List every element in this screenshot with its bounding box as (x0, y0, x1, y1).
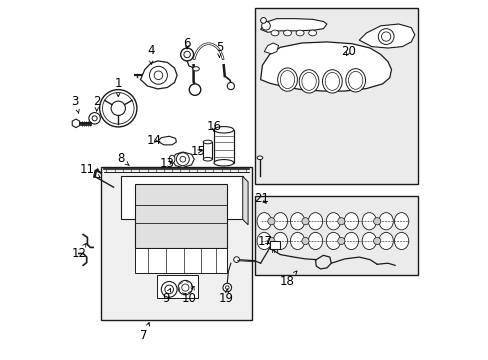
FancyBboxPatch shape (156, 275, 198, 298)
Polygon shape (72, 119, 80, 128)
Ellipse shape (362, 232, 376, 249)
Text: 6: 6 (183, 37, 190, 50)
Polygon shape (242, 176, 247, 225)
Ellipse shape (192, 67, 199, 71)
Circle shape (261, 22, 270, 30)
Text: 20: 20 (340, 45, 355, 58)
Text: 14: 14 (146, 134, 162, 147)
Ellipse shape (308, 30, 316, 36)
Polygon shape (135, 248, 226, 273)
Polygon shape (140, 61, 177, 89)
Text: 15: 15 (191, 145, 205, 158)
Ellipse shape (214, 159, 233, 166)
Circle shape (337, 218, 344, 225)
Ellipse shape (290, 213, 304, 230)
Circle shape (227, 82, 234, 90)
Text: 10: 10 (181, 286, 196, 305)
Ellipse shape (257, 232, 271, 249)
Ellipse shape (273, 232, 287, 249)
Ellipse shape (345, 69, 365, 92)
Circle shape (223, 283, 231, 292)
Circle shape (337, 237, 344, 244)
Polygon shape (260, 42, 391, 91)
Ellipse shape (344, 213, 358, 230)
Ellipse shape (394, 232, 408, 249)
Circle shape (180, 156, 185, 162)
Text: 7: 7 (140, 323, 149, 342)
Circle shape (180, 48, 193, 61)
Ellipse shape (203, 140, 212, 144)
Ellipse shape (257, 213, 271, 230)
Circle shape (301, 237, 308, 244)
Ellipse shape (283, 30, 291, 36)
Ellipse shape (273, 213, 287, 230)
Ellipse shape (257, 156, 262, 159)
Circle shape (100, 90, 137, 127)
Ellipse shape (322, 70, 342, 93)
Ellipse shape (308, 232, 322, 249)
Ellipse shape (277, 68, 297, 91)
Circle shape (267, 218, 274, 225)
Text: 2: 2 (93, 95, 101, 111)
Text: 18: 18 (280, 271, 296, 288)
Ellipse shape (344, 232, 358, 249)
FancyBboxPatch shape (255, 196, 418, 275)
Circle shape (233, 257, 239, 262)
Text: 3: 3 (71, 95, 79, 113)
Ellipse shape (296, 30, 304, 36)
Polygon shape (135, 184, 226, 248)
Circle shape (161, 282, 177, 297)
Circle shape (373, 218, 380, 225)
Polygon shape (121, 176, 242, 220)
FancyBboxPatch shape (203, 142, 212, 159)
Ellipse shape (290, 232, 304, 249)
Ellipse shape (325, 213, 340, 230)
Text: 8: 8 (117, 152, 129, 166)
Polygon shape (359, 24, 414, 48)
Ellipse shape (394, 213, 408, 230)
Text: 12: 12 (71, 243, 86, 260)
Text: 4: 4 (147, 44, 155, 64)
Text: 9: 9 (162, 288, 170, 305)
Circle shape (189, 84, 201, 95)
Circle shape (111, 101, 125, 116)
Text: 19: 19 (219, 289, 234, 305)
Ellipse shape (299, 70, 318, 93)
FancyBboxPatch shape (101, 167, 251, 320)
Ellipse shape (378, 213, 392, 230)
Text: 16: 16 (206, 120, 221, 133)
Ellipse shape (270, 30, 278, 36)
Circle shape (89, 113, 100, 124)
Text: 17: 17 (257, 235, 272, 248)
Text: 21: 21 (254, 192, 269, 205)
FancyBboxPatch shape (269, 241, 279, 249)
Ellipse shape (308, 213, 322, 230)
Circle shape (373, 237, 380, 244)
Ellipse shape (169, 155, 175, 163)
Text: 5: 5 (215, 41, 223, 57)
Ellipse shape (362, 213, 376, 230)
Circle shape (178, 280, 192, 295)
FancyBboxPatch shape (214, 130, 233, 163)
Circle shape (301, 218, 308, 225)
Polygon shape (158, 136, 176, 145)
Circle shape (267, 237, 274, 244)
Circle shape (260, 18, 266, 23)
Ellipse shape (214, 127, 233, 133)
Text: 13: 13 (160, 157, 175, 170)
Text: 1: 1 (114, 77, 122, 96)
Ellipse shape (378, 232, 392, 249)
Polygon shape (264, 43, 278, 54)
Ellipse shape (325, 232, 340, 249)
Text: 11: 11 (79, 163, 100, 178)
FancyBboxPatch shape (255, 8, 418, 184)
Polygon shape (260, 19, 326, 32)
Polygon shape (172, 152, 194, 167)
Circle shape (378, 29, 393, 44)
Circle shape (154, 71, 163, 80)
Ellipse shape (203, 157, 212, 161)
